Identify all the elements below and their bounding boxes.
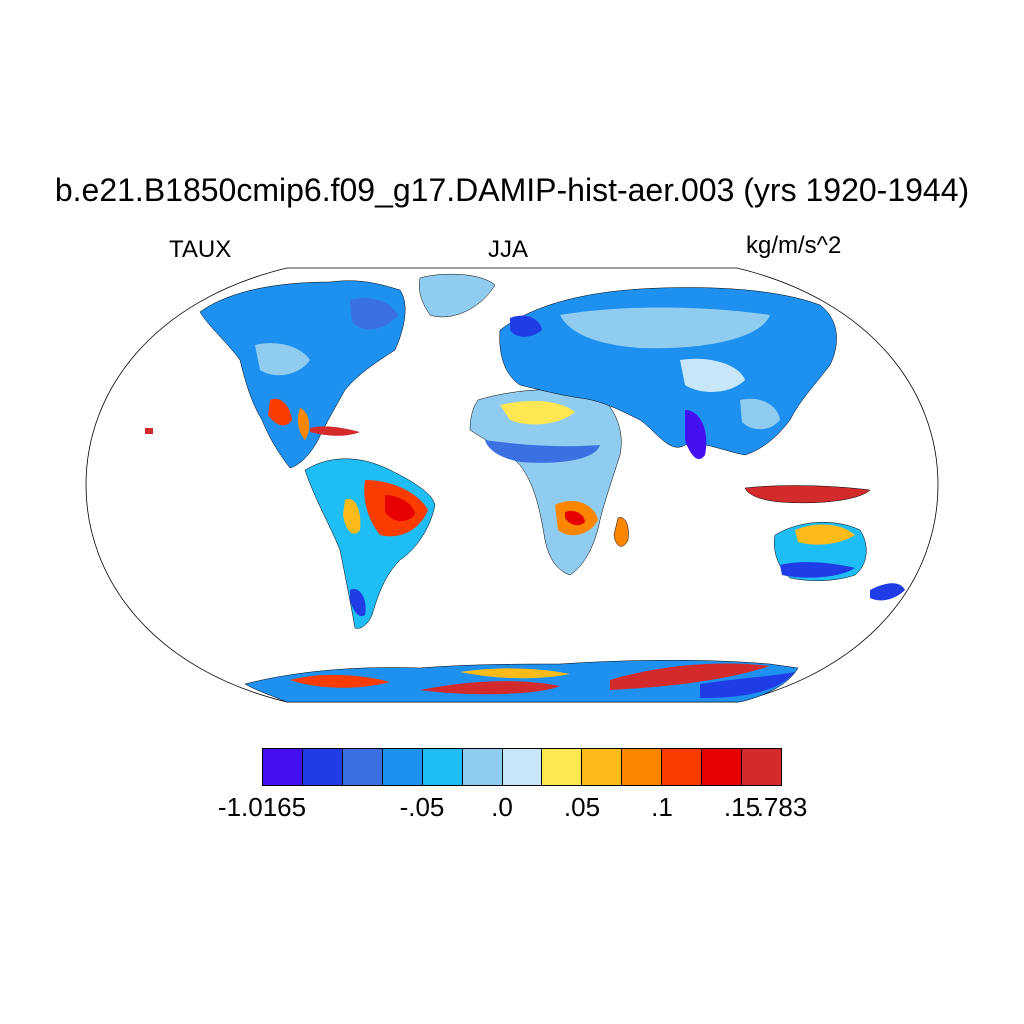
colorbar-box-6 — [502, 749, 543, 785]
variable-label: TAUX — [169, 236, 232, 263]
maritime-continent — [744, 485, 871, 504]
colorbar-box-7 — [542, 749, 583, 785]
colorbar-box-9 — [622, 749, 663, 785]
colorbar — [262, 748, 782, 786]
colorbar-box-11 — [702, 749, 743, 785]
colorbar-label-2: .0 — [491, 792, 513, 822]
colorbar-box-1 — [302, 749, 343, 785]
colorbar-box-8 — [582, 749, 623, 785]
colorbar-label-4: .1 — [651, 792, 673, 822]
colorbar-box-10 — [662, 749, 703, 785]
colorbar-box-2 — [342, 749, 383, 785]
colorbar-box-12 — [742, 749, 781, 785]
season-label: JJA — [488, 236, 529, 263]
colorbar-box-4 — [422, 749, 463, 785]
north-america — [199, 280, 406, 469]
colorbar-label-5: .15 — [723, 792, 761, 822]
colorbar-label-3: .05 — [563, 792, 601, 822]
colorbar-label-6: .783 — [756, 792, 808, 822]
units-label: kg/m/s^2 — [746, 232, 842, 259]
plot-title: b.e21.B1850cmip6.f09_g17.DAMIP-hist-aer.… — [54, 172, 970, 208]
colorbar-labels: -1.0165 -.05 .0 .05 .1 .15.783 — [0, 792, 1024, 824]
colorbar-box-5 — [462, 749, 503, 785]
colorbar-box-3 — [382, 749, 423, 785]
colorbar-box-0 — [263, 749, 303, 785]
colorbar-label-0: -1.0165 — [217, 792, 307, 822]
colorbar-label-1: -.05 — [399, 792, 445, 822]
